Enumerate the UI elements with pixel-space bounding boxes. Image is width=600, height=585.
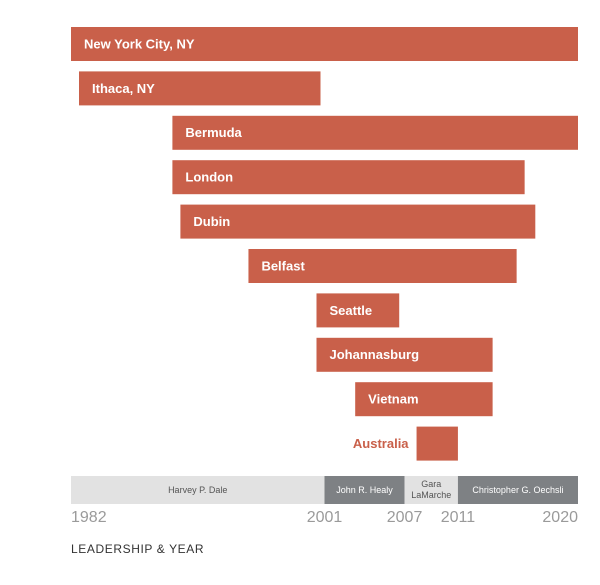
bar-label: Dubin <box>193 214 230 229</box>
leadership-band <box>404 476 458 504</box>
bar-label: Seattle <box>329 303 372 318</box>
leadership-band <box>71 476 325 504</box>
bar-label: Johannasburg <box>329 347 419 362</box>
bar-label: Belfast <box>261 258 305 273</box>
bar <box>71 27 578 61</box>
bar <box>316 293 400 328</box>
bar <box>355 382 493 417</box>
bar-label: New York City, NY <box>84 36 195 51</box>
x-tick-label: 2001 <box>307 509 343 526</box>
x-tick-label: 1982 <box>71 509 107 526</box>
leadership-band <box>324 476 405 504</box>
leadership-label-box: John R. Healy <box>336 484 393 495</box>
leadership-label: Gara LaMarche <box>411 479 452 500</box>
bar <box>248 249 517 283</box>
x-axis-label: LEADERSHIP & YEAR <box>71 542 204 556</box>
bar <box>172 160 525 195</box>
leadership-label: Christopher G. Oechsli <box>472 484 564 495</box>
leadership-label-box: Gara LaMarche <box>411 479 452 500</box>
bar <box>416 426 458 461</box>
bar <box>180 204 536 239</box>
x-tick-label: 2020 <box>542 509 578 526</box>
bar-label: Australia <box>353 436 409 451</box>
leadership-label: John R. Healy <box>336 484 393 495</box>
leadership-label-box: Christopher G. Oechsli <box>472 484 564 495</box>
bar <box>316 337 493 372</box>
bar <box>172 115 578 150</box>
leadership-label-box: Harvey P. Dale <box>168 484 228 495</box>
leadership-label: Harvey P. Dale <box>168 484 228 495</box>
bar-label: Vietnam <box>368 392 418 407</box>
bar-label: Ithaca, NY <box>92 81 155 96</box>
x-tick-label: 2007 <box>387 509 423 526</box>
leadership-band <box>457 476 578 504</box>
bar-label: London <box>185 170 233 185</box>
bar-label: Bermuda <box>185 125 242 140</box>
x-tick-label: 2011 <box>441 509 476 526</box>
bar <box>79 71 321 106</box>
